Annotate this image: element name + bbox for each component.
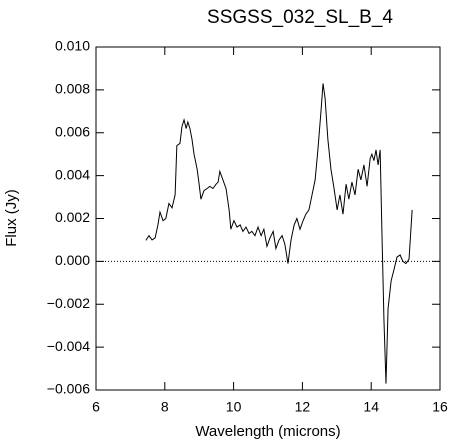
- y-tick-label: −0.004: [47, 338, 90, 354]
- x-tick-label: 12: [295, 399, 311, 415]
- y-axis-label: Flux (Jy): [3, 189, 20, 247]
- y-tick-label: 0.000: [55, 252, 90, 268]
- y-tick-label: 0.010: [55, 38, 90, 54]
- x-axis-label: Wavelength (microns): [195, 423, 340, 440]
- y-tick-label: 0.006: [55, 123, 90, 139]
- x-tick-label: 8: [161, 399, 169, 415]
- plot-frame: [95, 46, 441, 391]
- spectrum-line: [145, 83, 413, 384]
- chart-title: SSGSS_032_SL_B_4: [207, 7, 393, 28]
- y-tick-label: 0.008: [55, 81, 90, 97]
- x-tick-label: 16: [432, 399, 448, 415]
- y-tick-label: 0.004: [55, 166, 90, 182]
- y-tick-label: −0.002: [47, 295, 90, 311]
- y-tick-label: −0.006: [47, 381, 90, 397]
- x-tick-label: 10: [226, 399, 242, 415]
- x-tick-label: 14: [363, 399, 379, 415]
- x-tick-label: 6: [92, 399, 100, 415]
- y-tick-label: 0.002: [55, 209, 90, 225]
